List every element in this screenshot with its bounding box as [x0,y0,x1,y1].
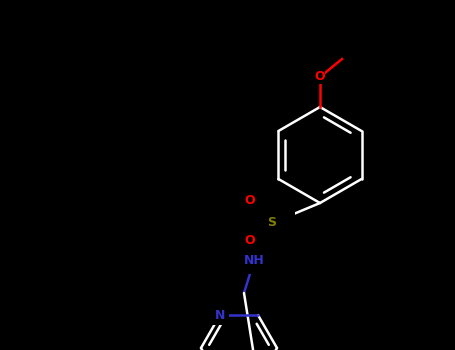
Text: S: S [268,217,277,230]
Text: O: O [245,195,255,208]
Text: NH: NH [243,254,264,267]
Text: O: O [315,70,325,84]
Text: N: N [215,309,225,322]
Text: O: O [245,234,255,247]
